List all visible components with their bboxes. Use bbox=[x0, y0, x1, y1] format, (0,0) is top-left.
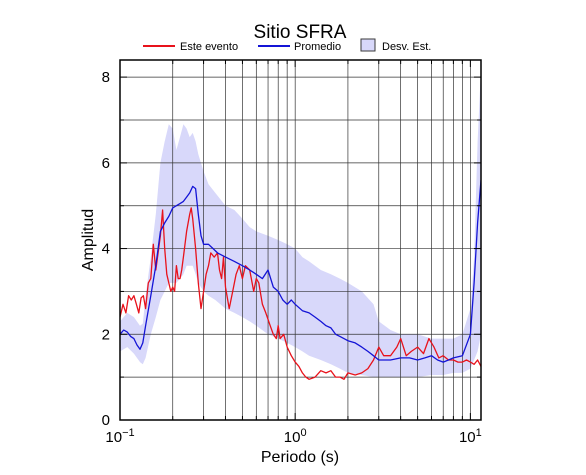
x-axis-title: Periodo (s) bbox=[261, 449, 339, 466]
legend-label: Promedio bbox=[294, 41, 341, 53]
plot-frame bbox=[119, 59, 482, 421]
y-tick-label: 2 bbox=[102, 326, 110, 343]
legend: Este evento Promedio Desv. Est. bbox=[143, 38, 431, 53]
std-dev-band bbox=[120, 68, 481, 378]
legend-label: Este evento bbox=[180, 41, 238, 53]
y-tick-label: 8 bbox=[102, 69, 110, 86]
y-tick-label: 0 bbox=[102, 412, 110, 429]
y-tick-label: 6 bbox=[102, 155, 110, 172]
legend-label: Desv. Est. bbox=[382, 41, 431, 53]
series-promedio bbox=[120, 179, 481, 363]
chart-title: Sitio SFRA bbox=[254, 22, 347, 43]
x-tick-label: 10−1 bbox=[105, 427, 134, 446]
x-tick-label: 100 bbox=[284, 427, 307, 446]
legend-swatch bbox=[360, 38, 376, 52]
x-tick-label: 101 bbox=[459, 427, 482, 446]
y-axis-title: Amplitud bbox=[80, 209, 97, 271]
plot-area: 0 2 4 6 8 10−1 100 101 bbox=[102, 59, 482, 446]
y-tick-label: 4 bbox=[102, 241, 110, 258]
